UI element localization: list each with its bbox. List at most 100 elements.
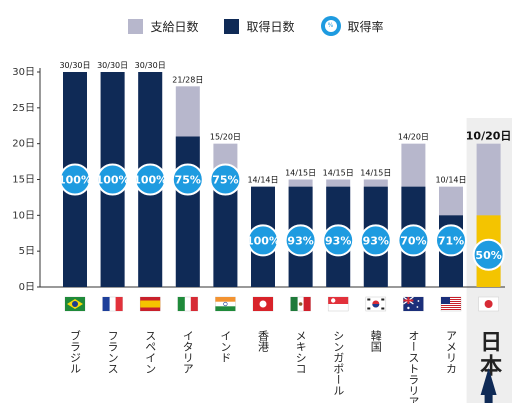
flag-flower bbox=[259, 300, 267, 308]
legend-label-rate: 取得率 bbox=[347, 19, 384, 34]
rate-circle bbox=[59, 163, 91, 196]
rate-label: 100% bbox=[133, 174, 167, 187]
legend-item-paid: 支給日数 bbox=[128, 18, 198, 35]
mexico-flag bbox=[290, 296, 311, 312]
flag-taeguk-lower bbox=[372, 304, 380, 308]
taken-days-bar bbox=[213, 179, 238, 287]
rate-label: 100% bbox=[96, 174, 130, 187]
rate-label: 100% bbox=[246, 234, 280, 247]
usa-flag bbox=[440, 296, 462, 312]
flag-canton bbox=[441, 297, 450, 304]
category-label: 香港 bbox=[257, 330, 270, 352]
japan-flag bbox=[478, 296, 499, 312]
rate-label: 50% bbox=[475, 249, 501, 262]
flag-cross bbox=[403, 299, 414, 302]
bar-value-label: 14/15日 bbox=[360, 169, 391, 178]
flag-wheel bbox=[223, 301, 228, 307]
flag-band bbox=[177, 297, 185, 311]
bar-value-label: 30/30日 bbox=[59, 61, 90, 70]
legend: 支給日数 取得日数 % 取得率 bbox=[0, 14, 512, 38]
category-label: メキシコ bbox=[294, 330, 307, 374]
flag-band bbox=[140, 300, 161, 308]
flag-star bbox=[407, 306, 410, 310]
legend-swatch-rate-icon: % bbox=[320, 16, 341, 36]
rate-circle bbox=[472, 238, 505, 271]
category-label: アメリカ bbox=[445, 330, 458, 374]
rate-circle bbox=[435, 224, 467, 257]
flag-trigram bbox=[367, 307, 371, 310]
japan-arrow-icon bbox=[480, 368, 497, 395]
flag-band bbox=[303, 297, 311, 311]
rate-circle bbox=[397, 224, 430, 257]
legend-swatch-taken bbox=[224, 18, 240, 34]
category-label: イタリア bbox=[181, 330, 194, 374]
rate-label: 93% bbox=[287, 234, 313, 247]
flag-band bbox=[190, 297, 198, 311]
flag-stripe bbox=[441, 297, 461, 298]
rate-circle bbox=[209, 163, 242, 196]
flag-stripe bbox=[441, 301, 461, 302]
flag-stripe bbox=[441, 309, 461, 310]
bar-value-label: 30/30日 bbox=[135, 61, 166, 70]
bar-value-label: 21/28日 bbox=[172, 75, 203, 84]
india-flag bbox=[215, 296, 236, 312]
rate-label: 75% bbox=[175, 174, 201, 187]
category-label: インド bbox=[219, 330, 232, 363]
legend-item-rate: % 取得率 bbox=[320, 16, 384, 36]
singapore-flag bbox=[327, 296, 349, 312]
australia-flag bbox=[403, 296, 424, 312]
legend-item-taken: 取得日数 bbox=[224, 18, 295, 35]
japan-arrow-shaft bbox=[484, 393, 493, 403]
bar-value-label: 10/20日 bbox=[466, 130, 512, 143]
category-label: シンガポール bbox=[332, 330, 345, 396]
rate-circle bbox=[171, 163, 204, 196]
y-tick-label: 30日 bbox=[12, 67, 35, 78]
legend-label-paid: 支給日数 bbox=[150, 19, 199, 34]
rate-label: 100% bbox=[58, 174, 92, 187]
rate-circle bbox=[284, 224, 317, 257]
bar-value-label: 14/15日 bbox=[323, 169, 354, 178]
flag-trigram bbox=[367, 298, 371, 301]
flag-stripe bbox=[441, 299, 461, 300]
y-tick-label: 15日 bbox=[12, 175, 35, 186]
flag-trigram bbox=[381, 307, 385, 310]
y-tick-label: 10日 bbox=[12, 210, 35, 221]
rate-circle bbox=[322, 224, 355, 257]
bar-value-label: 15/20日 bbox=[210, 133, 241, 142]
italy-flag bbox=[177, 296, 199, 312]
south-korea-flag bbox=[365, 296, 387, 312]
rate-label: 75% bbox=[212, 174, 238, 187]
flag-star bbox=[416, 306, 419, 308]
rate-circle bbox=[359, 224, 392, 257]
rate-label: 93% bbox=[325, 234, 351, 247]
rate-circle bbox=[247, 224, 279, 257]
flag-band bbox=[215, 297, 236, 302]
flag-band bbox=[215, 306, 236, 311]
rate-label: 70% bbox=[400, 234, 426, 247]
flag-stripe bbox=[441, 303, 461, 304]
y-tick-label: 25日 bbox=[12, 103, 35, 114]
flag-star bbox=[417, 300, 420, 302]
flag-band bbox=[102, 297, 110, 311]
flag-globe bbox=[72, 301, 78, 307]
legend-swatch-paid bbox=[128, 18, 144, 34]
y-tick-label: 20日 bbox=[12, 139, 35, 150]
hong-kong-flag bbox=[252, 296, 274, 312]
rate-circle bbox=[96, 163, 129, 196]
bar-value-label: 14/14日 bbox=[247, 176, 278, 185]
rate-circle bbox=[134, 163, 167, 196]
rate-label: 71% bbox=[438, 234, 464, 247]
flag-moon bbox=[331, 298, 336, 303]
y-tick-label: 5日 bbox=[19, 246, 35, 257]
category-label: フランス bbox=[106, 330, 119, 374]
flag-band bbox=[290, 297, 298, 311]
brazil-flag bbox=[64, 296, 86, 312]
category-label: ブラジル bbox=[69, 329, 82, 374]
flag-sun bbox=[484, 300, 493, 308]
flag-stripe bbox=[441, 307, 461, 308]
category-label: 韓国 bbox=[369, 330, 382, 353]
flag-band bbox=[328, 297, 349, 304]
flag-band bbox=[115, 297, 123, 311]
bar-value-label: 14/20日 bbox=[398, 133, 429, 142]
